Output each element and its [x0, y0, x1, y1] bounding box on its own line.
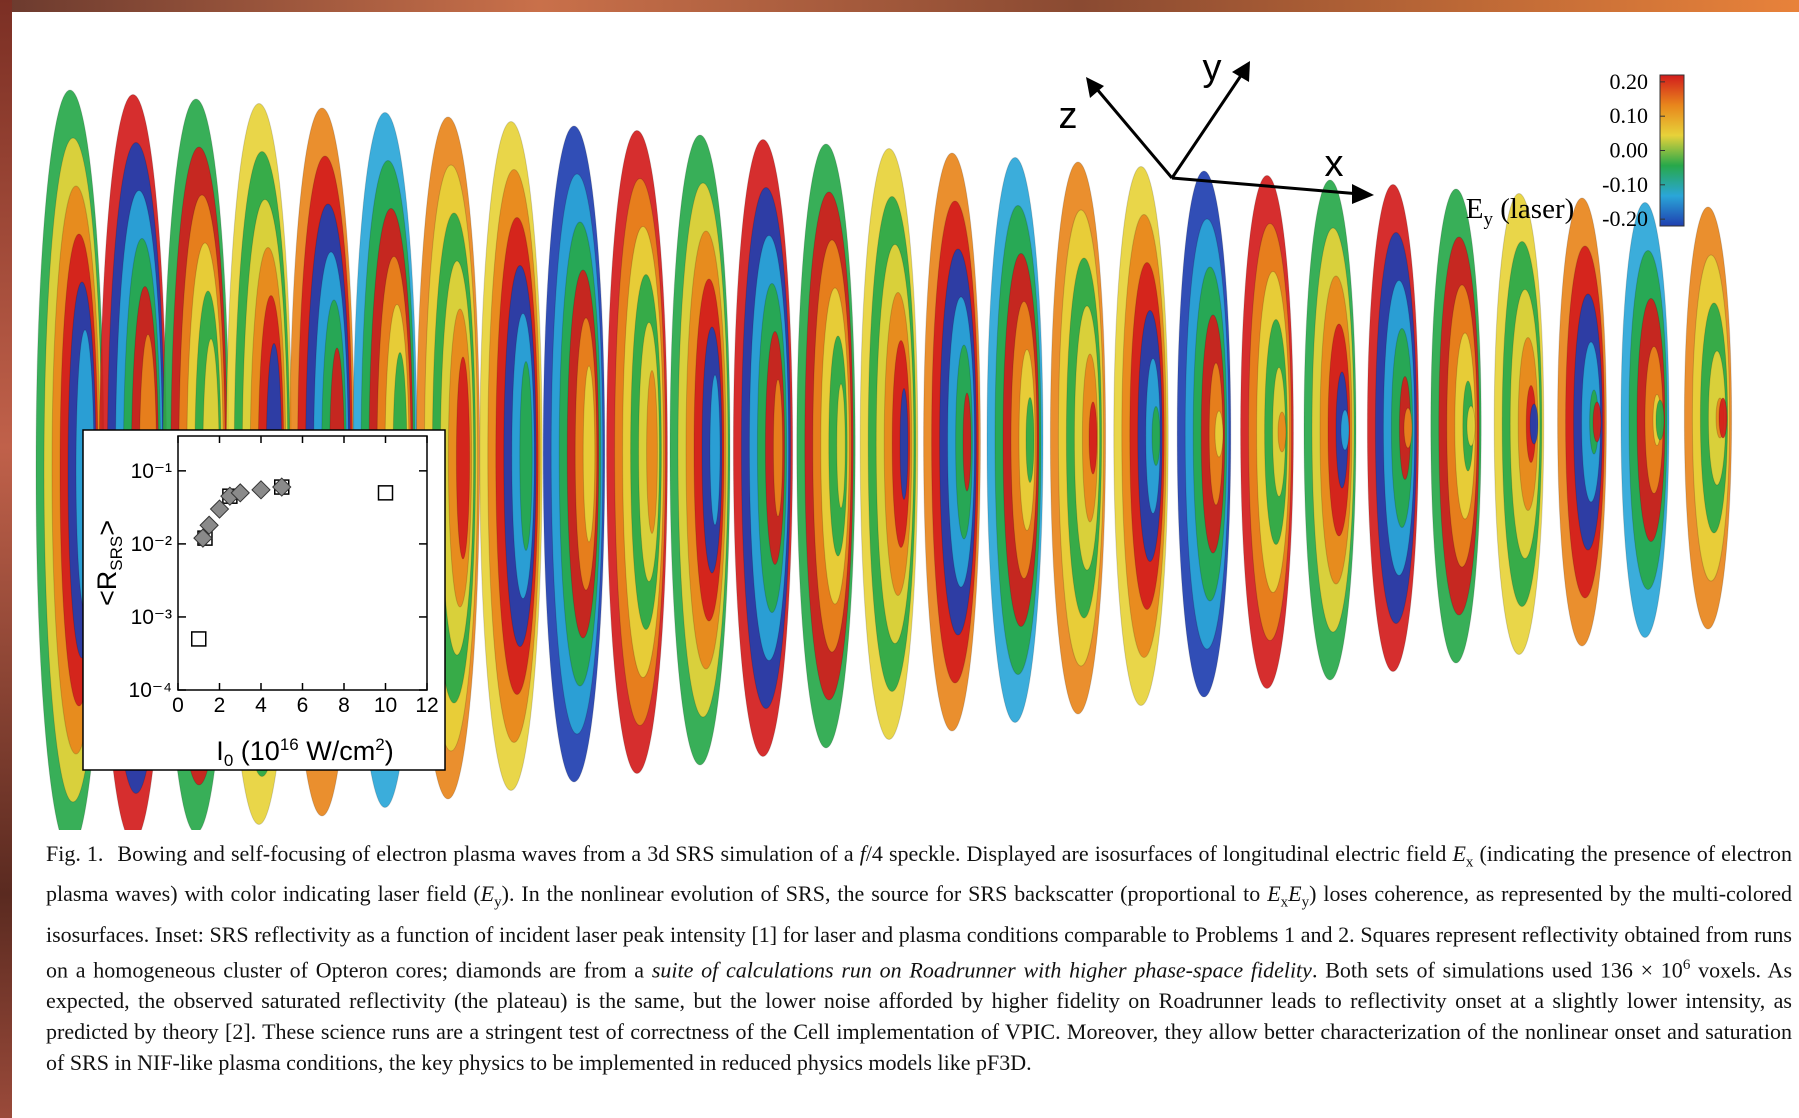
x-tick-label: 6 [297, 694, 309, 717]
x-tick-label: 0 [172, 694, 184, 717]
caption-text: E [1452, 841, 1465, 866]
figure-caption: Fig. 1. Bowing and self-focusing of elect… [46, 838, 1792, 1078]
axis-arrow [1172, 74, 1242, 178]
isosurface [456, 357, 469, 559]
isosurface [520, 362, 532, 551]
isosurface [1341, 410, 1349, 450]
label-sub: y [1483, 209, 1493, 230]
page: z y x Ey (laser) 0.200.100.00-0.10-0.20 … [0, 0, 1799, 1118]
arrowhead [1352, 184, 1374, 204]
x-tick-label: 10 [374, 694, 397, 717]
label-part: I [216, 736, 224, 766]
isosurface [773, 380, 782, 517]
isosurface [710, 375, 720, 525]
caption-text: E [481, 881, 494, 906]
caption-text: E [1267, 881, 1280, 906]
isosurface [1089, 402, 1097, 474]
label-part: W/cm [299, 736, 375, 766]
caption-text: y [1302, 895, 1310, 911]
isosurface [1719, 398, 1727, 438]
colorbar-tick-label: 0.10 [1610, 103, 1649, 128]
label-part: (10 [233, 736, 280, 766]
isosurface [1215, 411, 1223, 457]
isosurface [1278, 412, 1286, 452]
axis-label: z [1059, 95, 1078, 137]
label-part: ) [385, 736, 394, 766]
colorbar-tick-label: -0.20 [1602, 206, 1648, 231]
colorbar-tick-label: 0.00 [1610, 138, 1649, 163]
caption-text: E [1288, 881, 1301, 906]
label-sub: SRS [107, 536, 126, 571]
axes-triad: z y x [1059, 47, 1375, 204]
caption-text: . Both sets of simulations used 136 × 10 [1312, 957, 1683, 982]
y-tick-label: 10⁻³ [131, 606, 172, 629]
y-tick-label: 10⁻¹ [131, 460, 172, 483]
isosurface [963, 393, 971, 491]
label-part: E [1466, 193, 1484, 225]
isosurface [1593, 402, 1601, 442]
y-tick-label: 10⁻⁴ [129, 679, 172, 702]
caption-text: ). In the nonlinear evolution of SRS, th… [502, 881, 1268, 906]
isosurface [1404, 408, 1412, 448]
square-marker [192, 632, 206, 646]
isosurface [837, 384, 845, 508]
label-part: (laser) [1493, 193, 1574, 225]
arrowhead [1232, 61, 1250, 82]
caption-text: y [494, 895, 502, 911]
colorbar-label: Ey (laser) [1466, 193, 1575, 230]
y-tick-label: 10⁻² [131, 533, 172, 556]
axis-label: x [1325, 143, 1344, 185]
caption-text: /4 speckle. Displayed are isosurfaces of… [866, 841, 1453, 866]
figure: z y x Ey (laser) 0.200.100.00-0.10-0.20 … [0, 0, 1799, 830]
caption-text: suite of calculations run on Roadrunner … [652, 957, 1312, 982]
colorbar-tick-label: -0.10 [1602, 172, 1648, 197]
isosurface [1467, 406, 1475, 446]
axis-arrow [1096, 88, 1172, 178]
x-axis-label: I0 (1016 W/cm2) [216, 735, 393, 770]
label-sub: 0 [224, 751, 233, 770]
label-sup: 2 [375, 735, 384, 754]
isosurface [1152, 407, 1160, 466]
isosurface [1530, 404, 1538, 444]
label-sup: 16 [280, 735, 299, 754]
isosurface [1656, 400, 1664, 440]
label-part: > [92, 520, 122, 536]
colorbar-tick-label: 0.20 [1610, 69, 1649, 94]
isosurface [900, 389, 908, 500]
label-part: <R [92, 571, 122, 606]
isosurface [583, 366, 595, 542]
isosurface [647, 371, 658, 534]
x-tick-label: 8 [338, 694, 350, 717]
x-tick-label: 4 [255, 694, 267, 717]
square-marker [379, 486, 393, 500]
isosurface [1026, 398, 1034, 483]
caption-label: Fig. 1. [46, 841, 103, 866]
caption-text: Bowing and self-focusing of electron pla… [117, 841, 859, 866]
x-tick-label: 12 [415, 694, 438, 717]
axis-label: y [1203, 47, 1222, 89]
x-tick-label: 2 [214, 694, 226, 717]
